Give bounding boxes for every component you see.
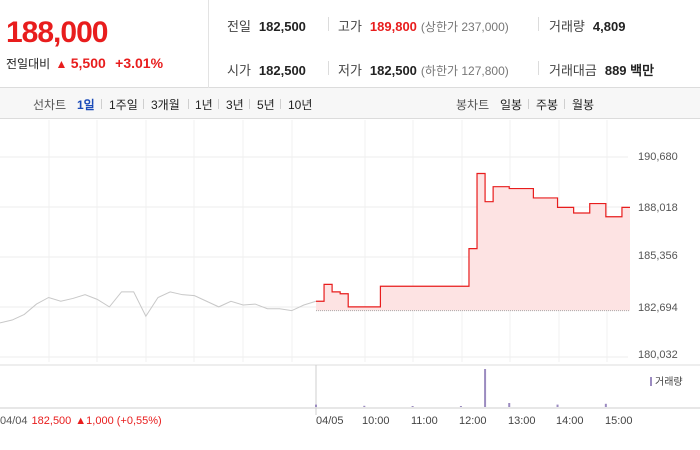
divider <box>218 99 219 109</box>
chart-grid <box>0 120 700 415</box>
y-tick-label: 185,356 <box>638 250 678 262</box>
change-row: 전일대비 ▲ 5,500 +3.01% <box>6 55 163 72</box>
volume-bar <box>556 404 559 407</box>
x-tick-label: 04/05 <box>316 415 344 427</box>
divider <box>188 99 189 109</box>
divider <box>538 17 539 31</box>
stat-label: 전일 <box>227 19 251 34</box>
volume-legend: 거래량 <box>650 373 683 388</box>
change-value: 5,500 <box>70 55 106 71</box>
y-tick-label: 182,694 <box>638 302 678 314</box>
volume-bar <box>411 406 414 407</box>
stat-value: 189,800 <box>369 19 417 34</box>
volume-bar <box>315 404 317 407</box>
tab-1d[interactable]: 1일 <box>77 98 95 112</box>
divider <box>280 99 281 109</box>
stat-label: 저가 <box>338 63 362 78</box>
tab-3y[interactable]: 3년 <box>226 98 244 112</box>
volume-bar <box>508 403 511 407</box>
stat-label: 고가 <box>338 19 362 34</box>
y-tick-label: 180,032 <box>638 349 678 361</box>
volume-legend-label: 거래량 <box>655 377 683 388</box>
divider <box>528 99 529 109</box>
candle-chart-label: 봉차트 <box>456 98 490 112</box>
stat-trade-amount: 거래대금 889 백만 <box>549 60 654 79</box>
stat-high: 고가 189,800 (상한가 237,000) <box>338 16 509 35</box>
tab-1w[interactable]: 1주일 <box>109 98 138 112</box>
volume-bar <box>459 406 462 407</box>
series-line-today <box>316 172 630 308</box>
prev-day-info: 04/04 182,500 ▲1,000 (+0,55%) <box>0 415 162 427</box>
stat-prev-close: 전일 182,500 <box>227 16 306 35</box>
stat-value: 182,500 <box>258 63 306 78</box>
tab-10y[interactable]: 10년 <box>288 98 313 112</box>
y-tick-label: 188,018 <box>638 202 678 214</box>
stat-value: 182,500 <box>369 63 417 78</box>
chart-canvas <box>0 120 700 415</box>
stat-value: 182,500 <box>258 19 306 34</box>
divider <box>564 99 565 109</box>
stat-value: 889 백만 <box>604 63 655 78</box>
line-chart-label: 선차트 <box>33 98 67 112</box>
prev-day-price: 182,500 <box>31 415 72 427</box>
tab-weekly[interactable]: 주봉 <box>536 98 559 112</box>
divider <box>101 99 102 109</box>
stat-value: 4,809 <box>592 19 626 34</box>
divider <box>143 99 144 109</box>
stat-sub: (상한가 237,000) <box>420 20 509 34</box>
prev-day-change: ▲1,000 (+0,55%) <box>75 415 162 427</box>
volume-bar <box>363 405 366 407</box>
stat-label: 시가 <box>227 63 251 78</box>
stat-open: 시가 182,500 <box>227 60 306 79</box>
divider <box>328 61 329 75</box>
series-area-today <box>316 173 630 311</box>
volume-swatch-icon <box>650 377 652 386</box>
x-tick-label: 10:00 <box>362 415 390 427</box>
chart-area <box>316 173 630 312</box>
volume-bar <box>484 369 487 407</box>
tab-5y[interactable]: 5년 <box>257 98 275 112</box>
change-pct: +3.01% <box>115 55 164 71</box>
x-tick-label: 12:00 <box>459 415 487 427</box>
chart-lines <box>0 172 630 324</box>
change-label: 전일대비 <box>6 57 51 71</box>
tab-3m[interactable]: 3개월 <box>151 98 180 112</box>
divider <box>328 17 329 31</box>
x-tick-label: 15:00 <box>605 415 633 427</box>
tab-daily[interactable]: 일봉 <box>500 98 523 112</box>
stat-label: 거래량 <box>549 19 585 34</box>
prev-day-date: 04/04 <box>0 415 28 427</box>
tab-1y[interactable]: 1년 <box>195 98 213 112</box>
divider <box>538 61 539 75</box>
x-tick-label: 11:00 <box>411 415 438 427</box>
stat-sub: (하한가 127,800) <box>420 64 509 78</box>
y-tick-label: 190,680 <box>638 151 678 163</box>
current-price: 188,000 <box>6 16 108 49</box>
chart-period-tabs: 선차트 1일 1주일 3개월 1년 3년 5년 10년 봉차트 일봉 주봉 월봉 <box>0 88 700 119</box>
stat-volume: 거래량 4,809 <box>549 16 625 35</box>
stat-label: 거래대금 <box>549 63 597 78</box>
current-price-panel: 188,000 전일대비 ▲ 5,500 +3.01% <box>0 0 209 88</box>
x-tick-label: 13:00 <box>508 415 536 427</box>
x-tick-label: 14:00 <box>556 415 584 427</box>
price-chart: 190,680 188,018 185,356 182,694 180,032 … <box>0 120 700 450</box>
stat-low: 저가 182,500 (하한가 127,800) <box>338 60 509 79</box>
price-header: 188,000 전일대비 ▲ 5,500 +3.01% 전일 182,500 고가… <box>0 0 700 88</box>
series-line-prev-day <box>0 291 317 324</box>
volume-bars <box>315 369 607 407</box>
divider <box>249 99 250 109</box>
up-arrow-icon: ▲ <box>55 57 68 71</box>
volume-bar <box>604 403 607 407</box>
tab-monthly[interactable]: 월봉 <box>572 98 595 112</box>
